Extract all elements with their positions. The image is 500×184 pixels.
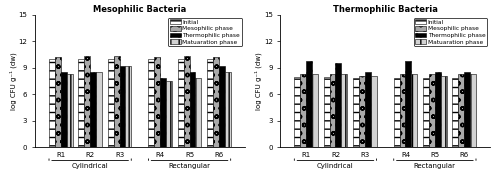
Bar xyxy=(458,74,464,147)
Bar xyxy=(394,78,400,147)
Bar xyxy=(330,74,336,147)
Bar xyxy=(312,74,318,147)
Bar xyxy=(324,77,330,147)
Bar xyxy=(84,56,90,147)
Bar xyxy=(207,59,213,147)
Y-axis label: log CFU g⁻¹ (dw): log CFU g⁻¹ (dw) xyxy=(10,52,17,110)
Bar xyxy=(196,78,202,147)
Bar xyxy=(154,57,160,147)
Bar xyxy=(166,81,172,147)
Bar xyxy=(423,78,429,147)
Bar xyxy=(342,74,347,147)
Bar xyxy=(90,72,96,147)
Bar xyxy=(114,56,119,147)
Bar xyxy=(178,59,184,147)
Bar xyxy=(464,72,470,147)
Bar xyxy=(359,76,365,147)
Bar xyxy=(61,72,66,147)
Bar xyxy=(225,72,230,147)
Bar xyxy=(160,78,166,147)
Bar xyxy=(213,57,219,147)
Text: Rectangular: Rectangular xyxy=(168,163,210,169)
Bar xyxy=(406,61,411,147)
Text: Cylindrical: Cylindrical xyxy=(317,163,354,169)
Bar xyxy=(400,74,406,147)
Bar xyxy=(120,66,126,147)
Bar xyxy=(370,76,376,147)
Bar xyxy=(190,72,196,147)
Bar xyxy=(440,76,446,147)
Bar xyxy=(184,56,190,147)
Text: Cylindrical: Cylindrical xyxy=(72,163,108,169)
Bar xyxy=(470,74,476,147)
Text: Rectangular: Rectangular xyxy=(414,163,456,169)
Bar xyxy=(435,72,440,147)
Title: Thermophilic Bacteria: Thermophilic Bacteria xyxy=(332,5,438,14)
Bar xyxy=(306,61,312,147)
Bar xyxy=(148,59,154,147)
Bar xyxy=(219,66,225,147)
Bar xyxy=(126,66,132,147)
Bar xyxy=(55,57,61,147)
Bar xyxy=(452,78,458,147)
Legend: Initial, Mesophilic phase, Thermophilic phase, Matuaration phase: Initial, Mesophilic phase, Thermophilic … xyxy=(414,18,487,46)
Title: Mesophilic Bacteria: Mesophilic Bacteria xyxy=(93,5,186,14)
Bar xyxy=(78,59,84,147)
Bar xyxy=(336,63,342,147)
Bar xyxy=(49,59,55,147)
Bar xyxy=(294,77,300,147)
Bar xyxy=(353,78,359,147)
Bar xyxy=(66,74,72,147)
Bar xyxy=(412,74,417,147)
Bar xyxy=(96,72,102,147)
Bar xyxy=(365,72,370,147)
Legend: Initial, Mesophilic phase, Thermophilic phase, Matuaration phase: Initial, Mesophilic phase, Thermophilic … xyxy=(168,18,242,46)
Y-axis label: log CFU g⁻¹ (dw): log CFU g⁻¹ (dw) xyxy=(255,52,262,110)
Bar xyxy=(300,74,306,147)
Bar xyxy=(429,74,435,147)
Bar xyxy=(108,59,114,147)
